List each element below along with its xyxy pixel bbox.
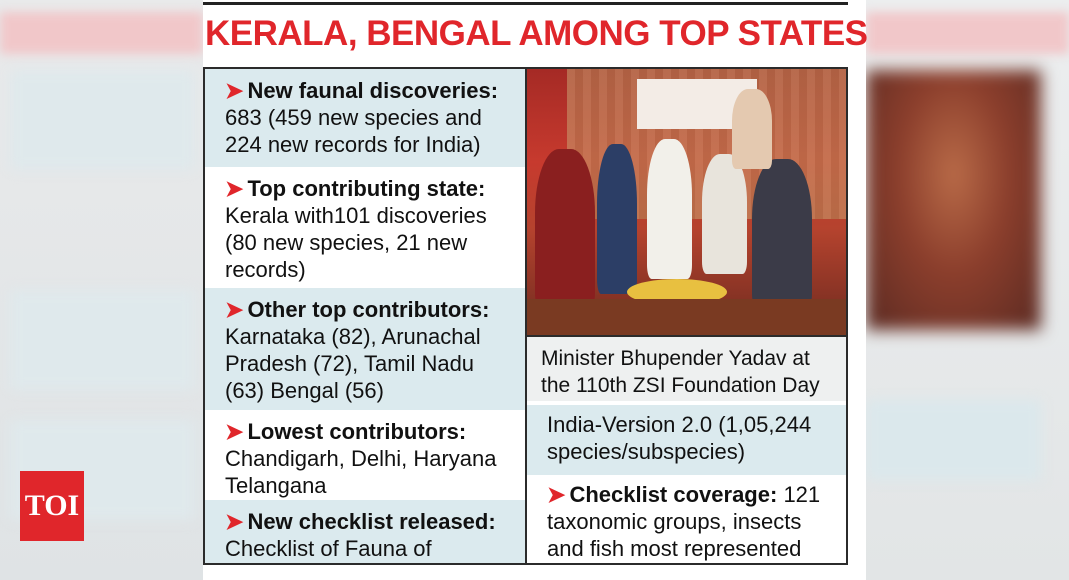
right-column: Minister Bhupender Yadav at the 110th ZS… <box>527 69 846 563</box>
fact-label: Top contributing state: <box>247 176 486 201</box>
fact-item: ➤ New checklist released: Checklist of Fa… <box>205 500 525 563</box>
fact-text: Karnataka (82), Arunachal Pradesh (72), … <box>225 324 481 403</box>
info-grid: ➤ New faunal discoveries: 683 (459 new sp… <box>203 67 848 565</box>
fact-label: Checklist coverage: <box>569 482 778 507</box>
fact-item: India-Version 2.0 (1,05,244 species/subs… <box>527 405 846 475</box>
fact-label: Other top contributors: <box>247 297 490 322</box>
fact-text: Chandigarh, Delhi, Haryana Telangana <box>225 446 497 498</box>
fact-item: ➤ Top contributing state: Kerala with101 … <box>205 167 525 288</box>
arrow-icon: ➤ <box>225 297 244 322</box>
fact-label: Lowest contributors: <box>247 419 467 444</box>
blurred-background-left <box>0 0 203 580</box>
photo-caption: Minister Bhupender Yadav at the 110th ZS… <box>527 337 846 401</box>
fact-item: ➤ Other top contributors: Karnataka (82),… <box>205 288 525 410</box>
arrow-icon: ➤ <box>547 482 566 507</box>
headline: KERALA, BENGAL AMONG TOP STATES <box>205 14 868 53</box>
arrow-icon: ➤ <box>225 78 244 103</box>
top-rule <box>203 2 848 5</box>
arrow-icon: ➤ <box>225 176 244 201</box>
fact-text: Kerala with101 discoveries (80 new speci… <box>225 203 487 282</box>
toi-logo: TOI <box>20 471 84 541</box>
arrow-icon: ➤ <box>225 419 244 444</box>
fact-label: New checklist released: <box>247 509 496 534</box>
fact-item: ➤ New faunal discoveries: 683 (459 new sp… <box>205 69 525 167</box>
left-column: ➤ New faunal discoveries: 683 (459 new sp… <box>205 69 527 563</box>
fact-label: New faunal discoveries: <box>247 78 499 103</box>
blurred-background-right <box>866 0 1069 580</box>
fact-text: 683 (459 new species and 224 new records… <box>225 105 482 157</box>
fact-text: Checklist of Fauna of <box>225 536 432 561</box>
fact-item: ➤ Checklist coverage: 121 taxonomic group… <box>527 475 846 563</box>
fact-item: ➤ Lowest contributors: Chandigarh, Delhi,… <box>205 410 525 500</box>
arrow-icon: ➤ <box>225 509 244 534</box>
fact-text: 121 taxonomic groups, insects and fish m… <box>547 482 821 561</box>
infographic-card: KERALA, BENGAL AMONG TOP STATES ➤ New fau… <box>203 0 868 580</box>
event-photo <box>527 69 846 335</box>
fact-text: India-Version 2.0 (1,05,244 species/subs… <box>547 412 812 464</box>
